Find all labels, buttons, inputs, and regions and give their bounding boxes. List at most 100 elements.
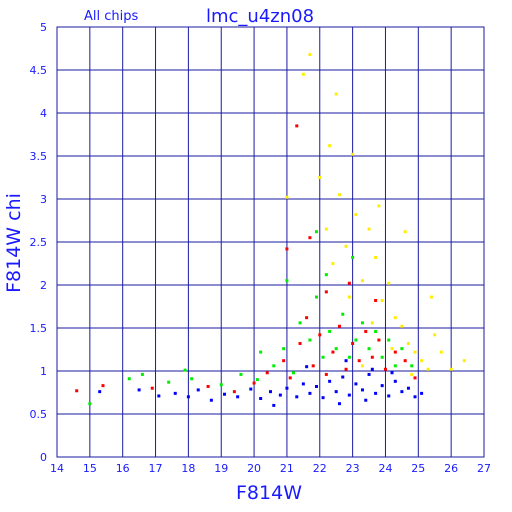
data-point <box>269 390 272 394</box>
data-point <box>239 372 243 376</box>
data-point <box>337 402 341 406</box>
data-point <box>344 244 348 248</box>
data-point <box>393 316 397 320</box>
data-point <box>308 53 312 57</box>
data-point <box>354 382 358 386</box>
data-point <box>337 193 341 197</box>
data-point <box>400 347 404 351</box>
data-point <box>400 390 404 394</box>
data-points <box>75 53 466 407</box>
data-point <box>393 379 397 383</box>
data-point <box>328 329 332 333</box>
x-tick-label: 15 <box>83 462 97 475</box>
data-point <box>101 384 105 388</box>
x-tick-labels: 14 15 16 17 18 19 20 21 22 23 24 25 26 27 <box>50 462 491 475</box>
data-point <box>308 391 312 395</box>
data-point <box>295 124 299 128</box>
y-tick-label: 1.5 <box>30 322 48 335</box>
y-tick-label: 1 <box>40 365 47 378</box>
data-point <box>377 338 381 342</box>
data-point <box>314 295 318 299</box>
data-point <box>232 390 236 394</box>
data-point <box>374 255 378 259</box>
data-point <box>167 380 171 384</box>
data-point <box>449 367 453 371</box>
data-point <box>360 364 364 368</box>
data-point <box>98 390 102 394</box>
data-point <box>334 92 338 96</box>
data-point <box>400 324 404 328</box>
y-tick-label: 2.5 <box>30 236 48 249</box>
data-point <box>150 386 154 390</box>
data-point <box>318 333 322 337</box>
y-tick-label: 4 <box>40 107 47 120</box>
data-point <box>370 367 374 371</box>
data-point <box>390 347 394 351</box>
chart-subtitle: All chips <box>84 9 138 24</box>
data-point <box>341 375 345 379</box>
data-point <box>387 338 391 342</box>
data-point <box>236 395 240 399</box>
x-tick-label: 21 <box>280 462 294 475</box>
data-point <box>420 391 424 395</box>
data-point <box>321 355 325 359</box>
data-point <box>367 227 371 231</box>
x-tick-label: 18 <box>181 462 195 475</box>
data-point <box>337 324 341 328</box>
data-point <box>328 379 332 383</box>
data-point <box>383 367 387 371</box>
data-point <box>413 350 417 354</box>
data-point <box>390 371 394 375</box>
data-point <box>285 386 289 390</box>
data-point <box>252 381 256 385</box>
data-point <box>311 364 315 368</box>
data-point <box>265 371 269 375</box>
y-tick-label: 0.5 <box>30 408 48 421</box>
data-point <box>285 279 289 283</box>
data-point <box>259 397 263 401</box>
data-point <box>255 378 259 382</box>
data-point <box>380 384 384 388</box>
data-point <box>429 295 433 299</box>
data-point <box>370 321 374 325</box>
data-point <box>249 387 253 391</box>
data-point <box>314 230 318 234</box>
data-point <box>282 359 286 363</box>
data-point <box>354 338 358 342</box>
y-tick-label: 5 <box>40 21 47 34</box>
data-point <box>305 316 309 320</box>
data-point <box>360 279 364 283</box>
data-point <box>380 355 384 359</box>
data-point <box>328 144 332 148</box>
data-point <box>285 247 289 251</box>
data-point <box>351 341 355 345</box>
data-point <box>186 395 190 399</box>
x-tick-label: 16 <box>116 462 130 475</box>
data-point <box>406 341 410 345</box>
data-point <box>140 372 144 376</box>
data-point <box>360 388 364 392</box>
data-point <box>173 391 177 395</box>
data-point <box>190 377 194 381</box>
data-point <box>413 376 417 380</box>
data-point <box>285 195 289 199</box>
x-tick-label: 17 <box>149 462 163 475</box>
data-point <box>410 372 414 376</box>
data-point <box>88 402 92 406</box>
data-point <box>308 236 312 240</box>
data-point <box>295 395 299 399</box>
data-point <box>209 398 213 402</box>
data-point <box>305 365 309 369</box>
x-tick-label: 27 <box>477 462 491 475</box>
data-point <box>308 338 312 342</box>
plot-frame <box>56 26 485 458</box>
data-point <box>367 347 371 351</box>
y-tick-label: 4.5 <box>30 64 48 77</box>
data-point <box>219 383 223 387</box>
data-point <box>374 329 378 333</box>
x-tick-label: 14 <box>50 462 64 475</box>
data-point <box>259 350 263 354</box>
data-point <box>410 364 414 368</box>
data-point <box>127 377 131 381</box>
